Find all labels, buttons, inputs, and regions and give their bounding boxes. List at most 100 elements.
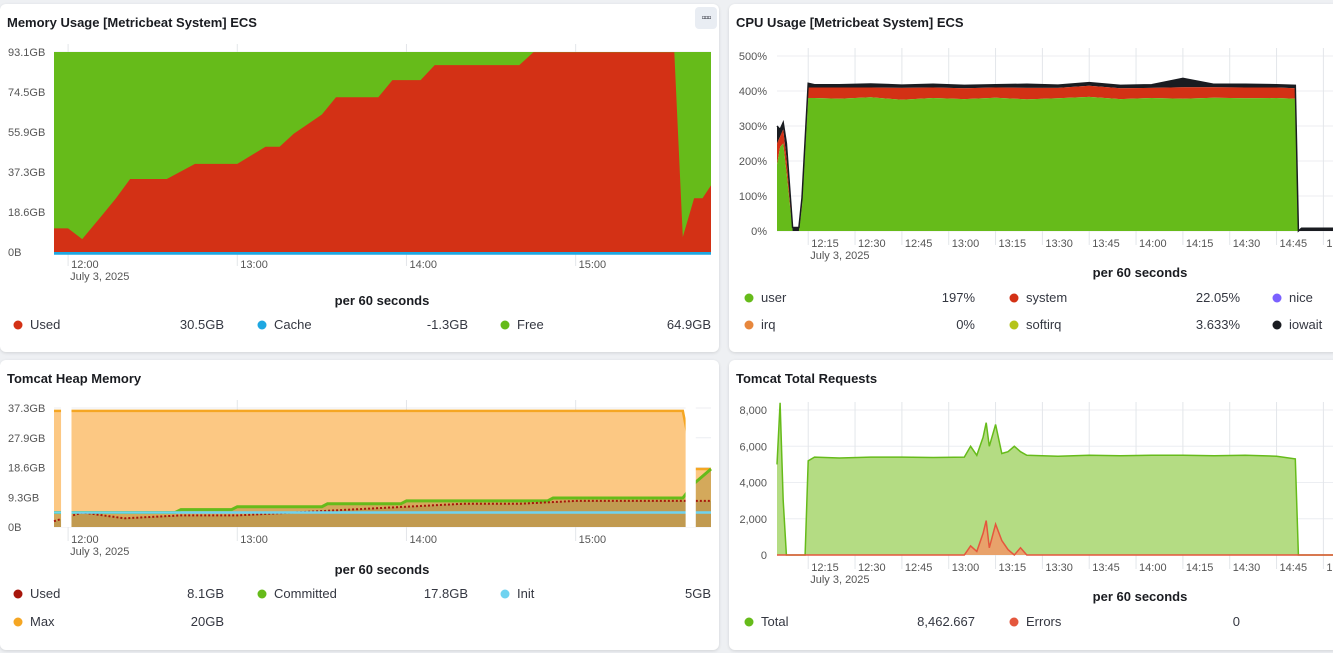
x-tick-label: 15:00 — [579, 259, 607, 271]
panel-title: Memory Usage [Metricbeat System] ECS — [7, 15, 257, 30]
legend-value-irq: 0% — [956, 317, 975, 332]
legend-label-irq: irq — [761, 317, 775, 332]
x-tick-label: 13:00 — [952, 238, 980, 250]
legend-dot-total — [744, 617, 754, 627]
legend-label-used: Used — [30, 586, 60, 601]
panel-options-button[interactable]: ▫▫▫ — [695, 7, 717, 29]
x-tick-label: 13:15 — [999, 238, 1027, 250]
legend-dot-irq — [744, 320, 754, 330]
chart-subtitle: per 60 seconds — [1093, 265, 1188, 280]
legend-value-max: 20GB — [191, 614, 224, 629]
y-tick-label: 18.6GB — [8, 207, 45, 219]
legend-dot-free — [500, 320, 510, 330]
x-tick-label: 15:00 — [579, 534, 607, 546]
legend-dot-init — [500, 589, 510, 599]
x-tick-label: 12:45 — [905, 238, 933, 250]
y-tick-label: 9.3GB — [8, 492, 39, 504]
legend-value-init: 5GB — [685, 586, 711, 601]
legend-dot-used — [13, 320, 23, 330]
x-tick-date-label: July 3, 2025 — [70, 271, 129, 283]
used-area — [54, 52, 711, 253]
y-tick-label: 93.1GB — [8, 47, 45, 59]
memory-usage-panel: Memory Usage [Metricbeat System] ECS ▫▫▫… — [0, 4, 719, 352]
x-tick-label: 13:30 — [1045, 238, 1073, 250]
legend-label-free: Free — [517, 317, 544, 332]
legend-dot-cache — [257, 320, 267, 330]
legend-label-total: Total — [761, 614, 789, 629]
legend-label-system: system — [1026, 290, 1067, 305]
panel-title: Tomcat Total Requests — [736, 371, 878, 386]
legend-label-user: user — [761, 290, 787, 305]
legend-label-committed: Committed — [274, 586, 337, 601]
data-gap — [685, 398, 696, 527]
legend-label-max: Max — [30, 614, 55, 629]
x-tick-label: 14:00 — [1139, 562, 1167, 574]
legend-label-init: Init — [517, 586, 535, 601]
y-tick-label: 100% — [739, 191, 767, 203]
x-tick-label: 14:30 — [1233, 562, 1261, 574]
legend-value-softirq: 3.633% — [1196, 317, 1241, 332]
errors-line — [777, 520, 1333, 557]
more-icon: ▫▫▫ — [701, 12, 712, 24]
max-area — [54, 410, 711, 527]
panel-title: Tomcat Heap Memory — [7, 371, 142, 386]
legend-value-user: 197% — [942, 290, 976, 305]
total-area — [777, 402, 1333, 555]
legend-label-iowait: iowait — [1289, 317, 1323, 332]
y-tick-label: 500% — [739, 51, 767, 63]
legend-dot-max — [13, 617, 23, 627]
cache-area — [54, 252, 711, 255]
y-tick-label: 300% — [739, 121, 767, 133]
x-tick-label: 15 — [1326, 238, 1333, 250]
legend-dot-system — [1009, 293, 1019, 303]
tomcat-requests-panel: Tomcat Total Requests 8,000 6,000 4,000 2,0… — [729, 360, 1333, 650]
x-tick-label: 12:15 — [811, 562, 839, 574]
legend-label-cache: Cache — [274, 317, 312, 332]
y-tick-label: 0% — [751, 226, 767, 238]
chart-subtitle: per 60 seconds — [1093, 589, 1188, 604]
y-tick-label: 0B — [8, 522, 21, 534]
x-tick-label: 13:45 — [1092, 238, 1120, 250]
legend-label-used: Used — [30, 317, 60, 332]
legend-value-used: 30.5GB — [180, 317, 224, 332]
legend-dot-user — [744, 293, 754, 303]
legend-label-errors: Errors — [1026, 614, 1062, 629]
legend-dot-iowait — [1272, 320, 1282, 330]
y-tick-label: 4,000 — [739, 478, 767, 490]
x-tick-label: 14:45 — [1280, 562, 1308, 574]
legend-dot-committed — [257, 589, 267, 599]
x-tick-label: 12:00 — [71, 534, 99, 546]
legend-label-softirq: softirq — [1026, 317, 1061, 332]
x-tick-label: 13:00 — [240, 534, 268, 546]
legend-value-committed: 17.8GB — [424, 586, 468, 601]
x-tick-date-label: July 3, 2025 — [810, 250, 869, 262]
x-tick-label: 13:30 — [1045, 562, 1073, 574]
cpu-usage-panel: CPU Usage [Metricbeat System] ECS 500% 40… — [729, 4, 1333, 352]
legend-value-system: 22.05% — [1196, 290, 1241, 305]
y-tick-label: 27.9GB — [8, 433, 45, 445]
y-tick-label: 37.3GB — [8, 403, 45, 415]
legend-dot-errors — [1009, 617, 1019, 627]
x-tick-date-label: July 3, 2025 — [70, 546, 129, 558]
user-area — [777, 96, 1333, 231]
x-tick-label: 14:00 — [1139, 238, 1167, 250]
legend-label-nice: nice — [1289, 290, 1313, 305]
x-tick-label: 13:00 — [240, 259, 268, 271]
x-tick-label: 12:30 — [858, 238, 886, 250]
y-tick-label: 2,000 — [739, 514, 767, 526]
panel-title: CPU Usage [Metricbeat System] ECS — [736, 15, 964, 30]
legend-dot-used — [13, 589, 23, 599]
y-tick-label: 0 — [761, 550, 767, 562]
y-tick-label: 74.5GB — [8, 87, 45, 99]
x-tick-label: 13:45 — [1092, 562, 1120, 574]
used-area — [54, 500, 711, 527]
legend-value-total: 8,462.667 — [917, 614, 975, 629]
x-tick-label: 14:00 — [409, 259, 437, 271]
y-tick-label: 55.9GB — [8, 127, 45, 139]
y-tick-label: 400% — [739, 86, 767, 98]
y-tick-label: 18.6GB — [8, 463, 45, 475]
x-tick-label: 14:30 — [1233, 238, 1261, 250]
